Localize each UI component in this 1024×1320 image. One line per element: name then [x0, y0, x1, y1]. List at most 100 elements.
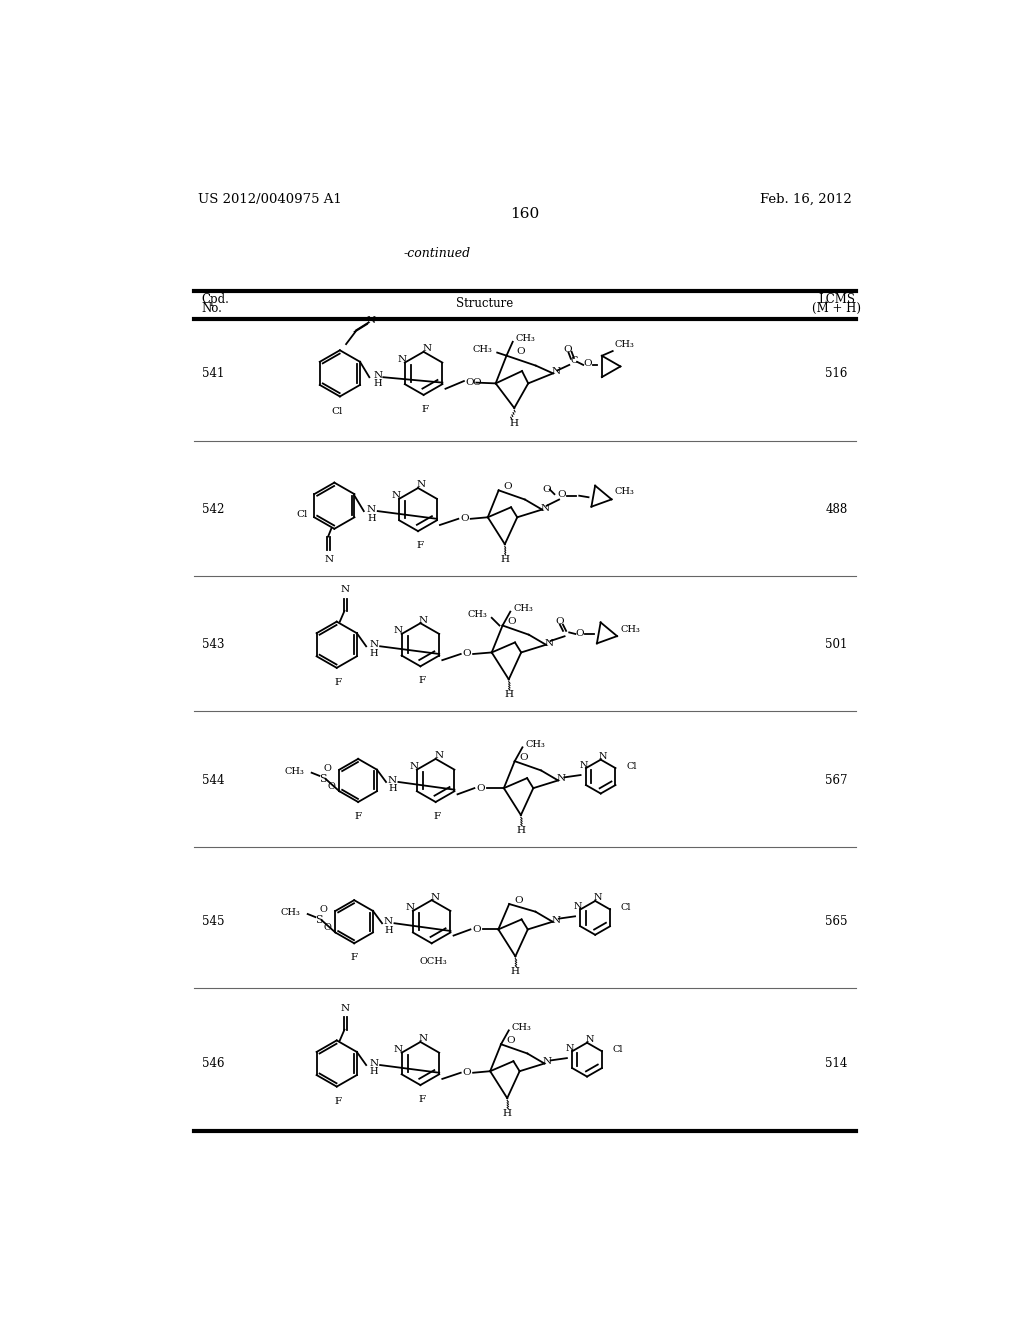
Text: H: H [511, 968, 520, 977]
Text: 541: 541 [202, 367, 224, 380]
Text: N: N [585, 1035, 594, 1044]
Text: N: N [419, 1035, 428, 1043]
Text: N: N [599, 752, 607, 762]
Text: N: N [417, 480, 426, 490]
Text: Cl: Cl [297, 510, 308, 519]
Text: Feb. 16, 2012: Feb. 16, 2012 [760, 193, 852, 206]
Text: 488: 488 [825, 503, 848, 516]
Text: F: F [419, 1096, 426, 1104]
Text: O: O [466, 378, 474, 387]
Text: N: N [419, 615, 428, 624]
Text: H: H [510, 418, 519, 428]
Text: -continued: -continued [403, 247, 471, 260]
Text: CH₃: CH₃ [614, 487, 635, 495]
Text: O: O [463, 1068, 471, 1077]
Text: H: H [504, 690, 513, 700]
Text: O: O [514, 896, 523, 904]
Text: 546: 546 [202, 1057, 224, 1071]
Text: CH₃: CH₃ [467, 610, 487, 619]
Text: N: N [552, 367, 561, 376]
Text: N: N [367, 506, 376, 513]
Text: 544: 544 [202, 774, 224, 787]
Text: CH₃: CH₃ [614, 341, 634, 350]
Text: N: N [543, 1057, 552, 1067]
Text: CH₃: CH₃ [525, 739, 546, 748]
Text: N: N [397, 355, 407, 364]
Text: CH₃: CH₃ [280, 908, 300, 917]
Text: O: O [558, 490, 566, 499]
Text: O: O [504, 482, 512, 491]
Text: Cl: Cl [627, 762, 637, 771]
Text: N: N [551, 916, 560, 925]
Text: F: F [433, 812, 440, 821]
Text: H: H [516, 826, 525, 834]
Text: 545: 545 [202, 915, 224, 928]
Text: N: N [580, 760, 588, 770]
Text: O: O [463, 649, 471, 659]
Text: O: O [460, 515, 469, 523]
Text: N: N [593, 894, 602, 903]
Text: O: O [319, 906, 327, 913]
Text: Cl: Cl [331, 408, 342, 416]
Text: Structure: Structure [457, 297, 514, 310]
Text: 565: 565 [825, 915, 848, 928]
Text: No.: No. [202, 302, 222, 315]
Text: CH₃: CH₃ [513, 605, 534, 612]
Text: Cpd.: Cpd. [202, 293, 229, 306]
Text: N: N [430, 892, 439, 902]
Text: Cl: Cl [612, 1045, 624, 1055]
Text: F: F [335, 1097, 342, 1106]
Text: H: H [370, 648, 378, 657]
Text: N: N [370, 1059, 379, 1068]
Text: N: N [541, 503, 550, 512]
Text: 160: 160 [510, 207, 540, 222]
Text: 516: 516 [825, 367, 848, 380]
Text: 567: 567 [825, 774, 848, 787]
Text: US 2012/0040975 A1: US 2012/0040975 A1 [198, 193, 342, 206]
Text: N: N [394, 1045, 403, 1055]
Text: LCMS: LCMS [818, 293, 855, 306]
Text: N: N [573, 902, 583, 911]
Text: CH₃: CH₃ [284, 767, 304, 776]
Text: F: F [416, 541, 423, 550]
Text: H: H [501, 554, 509, 564]
Text: N: N [388, 776, 397, 785]
Text: H: H [370, 1068, 378, 1077]
Text: O: O [556, 618, 564, 626]
Text: 542: 542 [202, 503, 224, 516]
Text: O: O [324, 763, 331, 772]
Text: O: O [328, 781, 336, 791]
Text: O: O [543, 484, 551, 494]
Text: CH₃: CH₃ [621, 624, 640, 634]
Text: H: H [374, 379, 382, 388]
Text: N: N [391, 491, 400, 500]
Text: N: N [384, 917, 393, 927]
Text: 514: 514 [825, 1057, 848, 1071]
Text: O: O [472, 925, 481, 935]
Text: N: N [370, 640, 379, 649]
Text: S: S [314, 915, 323, 925]
Text: N: N [545, 639, 554, 648]
Text: F: F [354, 812, 361, 821]
Text: N: N [422, 345, 431, 354]
Text: N: N [565, 1044, 574, 1052]
Text: F: F [422, 405, 429, 414]
Text: O: O [476, 784, 485, 792]
Text: C: C [570, 356, 578, 364]
Text: F: F [419, 676, 426, 685]
Text: F: F [350, 953, 357, 962]
Text: N: N [557, 775, 565, 783]
Text: 543: 543 [202, 639, 224, 651]
Text: N: N [341, 585, 350, 594]
Text: F: F [335, 678, 342, 686]
Text: N: N [374, 371, 382, 380]
Text: O: O [324, 924, 332, 932]
Text: O: O [516, 347, 524, 356]
Text: O: O [575, 630, 585, 639]
Text: 501: 501 [825, 639, 848, 651]
Text: N: N [325, 554, 334, 564]
Text: H: H [388, 784, 396, 793]
Text: N: N [406, 903, 415, 912]
Text: O: O [520, 752, 528, 762]
Text: H: H [503, 1109, 512, 1118]
